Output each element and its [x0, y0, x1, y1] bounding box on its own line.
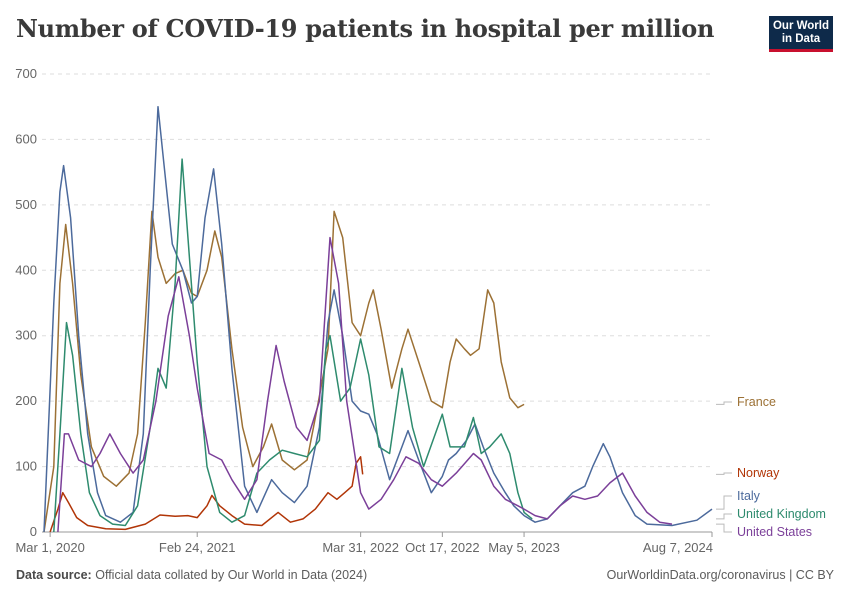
logo-line-1: Our World	[772, 20, 829, 32]
series-line-norway[interactable]	[49, 456, 364, 533]
label-connector	[716, 513, 732, 520]
y-tick-label: 500	[15, 197, 37, 212]
logo-line-2: in Data	[781, 33, 821, 45]
data-source-label: Data source:	[16, 568, 92, 582]
x-tick-label: May 5, 2023	[488, 540, 560, 555]
x-axis-ticks: Mar 1, 2020 Feb 24, 2021 Mar 31, 2022 Oct 1…	[15, 532, 713, 555]
series-label[interactable]: United Kingdom	[737, 507, 826, 521]
gridlines: 0 100 200 300 400 500 600 700	[15, 66, 712, 539]
x-tick-label: Mar 31, 2022	[322, 540, 399, 555]
y-tick-label: 400	[15, 262, 37, 277]
y-tick-label: 100	[15, 459, 37, 474]
series-labels: France Norway Italy United Kingdom United St…	[716, 395, 826, 539]
series-line-united-states[interactable]	[57, 236, 673, 533]
series-lines	[43, 105, 713, 533]
x-tick-label: Feb 24, 2021	[159, 540, 236, 555]
series-label[interactable]: United States	[737, 525, 812, 539]
y-tick-label: 200	[15, 393, 37, 408]
label-connector	[716, 472, 732, 475]
x-tick-label: Aug 7, 2024	[643, 540, 713, 555]
owid-logo[interactable]: Our World in Data	[769, 16, 833, 52]
label-connector	[716, 495, 732, 510]
label-connector	[716, 523, 732, 533]
chart-title: Number of COVID-19 patients in hospital …	[16, 14, 715, 43]
y-tick-label: 600	[15, 131, 37, 146]
y-tick-label: 0	[30, 524, 37, 539]
series-line-france[interactable]	[43, 210, 525, 533]
series-label[interactable]: Italy	[737, 489, 761, 503]
x-tick-label: Mar 1, 2020	[15, 540, 84, 555]
line-chart: 0 100 200 300 400 500 600 700 Mar 1, 2020 Feb 24…	[15, 66, 826, 555]
y-tick-label: 300	[15, 328, 37, 343]
data-source-text[interactable]: Official data collated by Our World in D…	[95, 568, 368, 582]
data-source: Data source: Official data collated by O…	[16, 568, 367, 582]
credit-link[interactable]: OurWorldinData.org/coronavirus | CC BY	[606, 568, 834, 582]
label-connector	[716, 401, 732, 405]
y-tick-label: 700	[15, 66, 37, 81]
series-line-united-kingdom[interactable]	[53, 158, 533, 533]
series-label[interactable]: France	[737, 395, 776, 409]
x-tick-label: Oct 17, 2022	[405, 540, 479, 555]
series-label[interactable]: Norway	[737, 466, 780, 480]
